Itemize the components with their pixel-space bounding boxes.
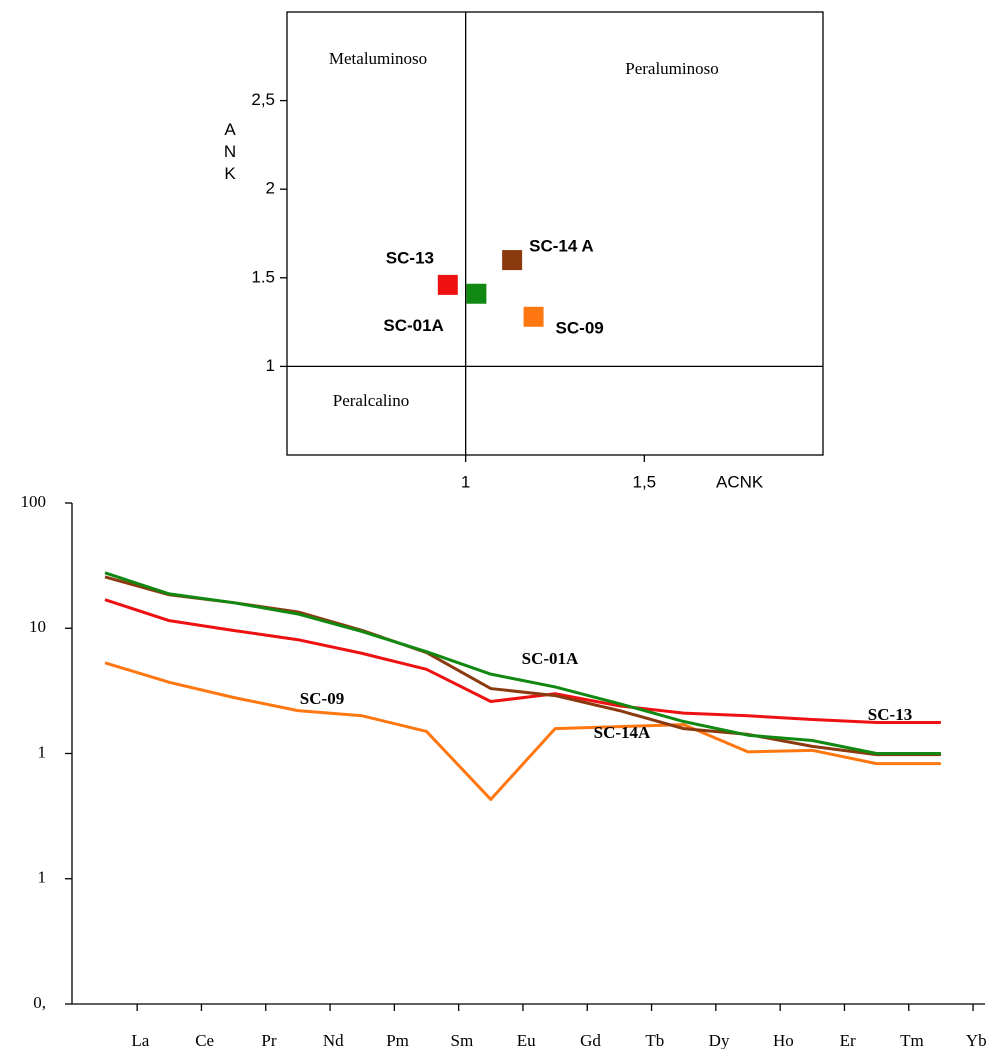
plot-frame [286, 11, 824, 456]
point [523, 306, 544, 327]
y-tick-label: 1.5 [251, 267, 275, 286]
x-tick-label: La [131, 1031, 149, 1049]
x-axis-label: ACNK [716, 472, 764, 491]
x-tick-label: Er [840, 1031, 856, 1049]
series-label: SC-01A [522, 649, 579, 668]
point [502, 250, 523, 271]
x-tick-label: Dy [709, 1031, 730, 1049]
y-tick-label: 2 [266, 179, 275, 198]
y-tick-label: 10 [29, 617, 46, 636]
y-tick-label: 1 [38, 868, 47, 887]
x-tick-label: Eu [517, 1031, 536, 1049]
x-tick-label: Pm [386, 1031, 409, 1049]
y-tick-label: 1 [38, 742, 47, 761]
x-tick-label: Tb [645, 1031, 664, 1049]
series-label: SC-14A [594, 723, 651, 742]
y-tick-label: 0, [33, 993, 46, 1012]
x-tick-label: Yb [966, 1031, 987, 1049]
x-tick-label: 1 [461, 472, 470, 491]
x-tick-label: 1,5 [633, 472, 657, 491]
point-label: SC-14 A [529, 237, 594, 256]
x-tick-label: Pr [261, 1031, 276, 1049]
point-label: SC-09 [556, 318, 604, 337]
region-label: Peralcalino [333, 391, 409, 410]
x-tick-label: Ho [773, 1031, 794, 1049]
x-tick-label: Nd [323, 1031, 344, 1049]
y-tick-label: 1 [266, 356, 275, 375]
point-label: SC-13 [386, 248, 434, 267]
series-label: SC-13 [868, 705, 912, 724]
series-label: SC-09 [300, 689, 344, 708]
x-tick-label: Tm [900, 1031, 924, 1049]
y-tick-label: 2,5 [251, 90, 275, 109]
series-line [104, 598, 941, 724]
x-tick-label: Ce [195, 1031, 214, 1049]
region-label: Metaluminoso [329, 49, 427, 68]
x-tick-label: Gd [580, 1031, 601, 1049]
y-axis-label: ANK [221, 120, 240, 186]
point-label: SC-01A [383, 316, 443, 335]
series-line [104, 571, 941, 755]
y-tick-label: 100 [21, 492, 47, 511]
region-label: Peraluminoso [625, 59, 719, 78]
series-line [104, 661, 941, 801]
point [437, 274, 458, 295]
point [466, 283, 487, 304]
x-tick-label: Sm [451, 1031, 474, 1049]
